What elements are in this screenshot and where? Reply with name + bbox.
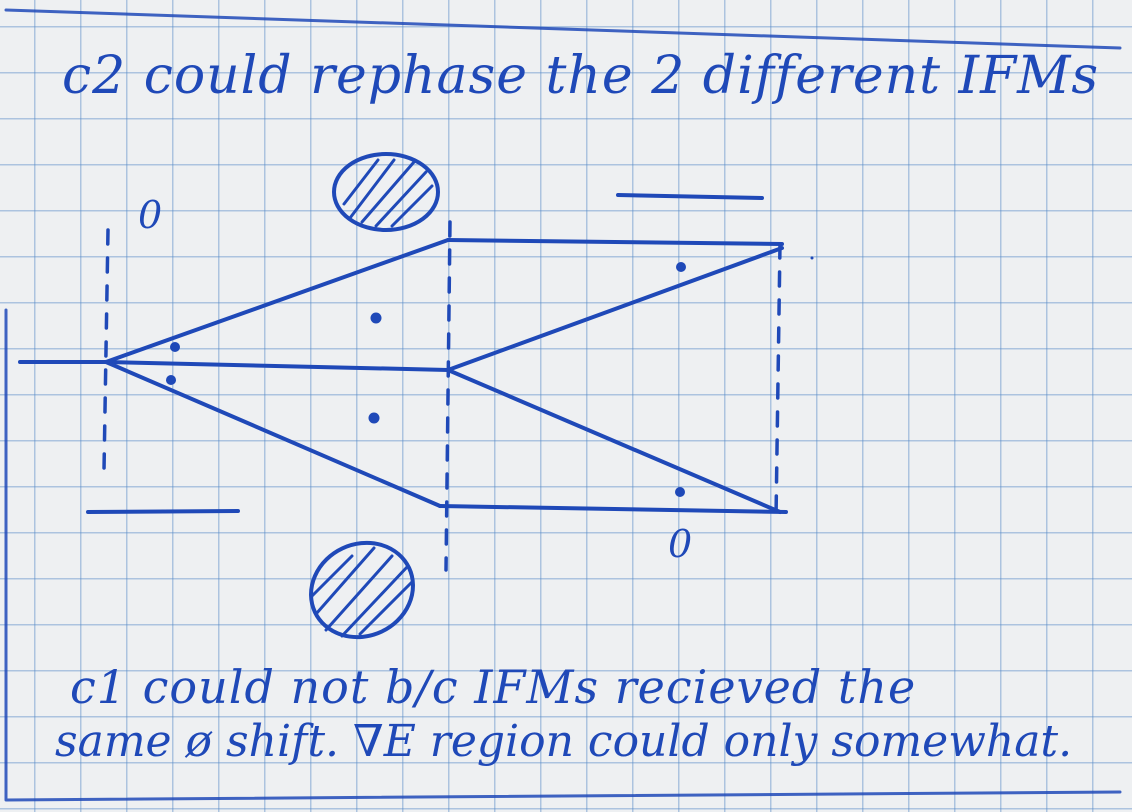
dot [676,262,686,272]
phase-label-top-left: 0 [138,193,162,237]
dot [170,342,180,352]
phase-label-bottom-right: 0 [668,522,692,566]
dot [675,487,685,497]
note-line-2: same ø shift. ∇E region could only somew… [55,716,1073,767]
hatched-blob-top [332,152,440,232]
beam-upper-arm [104,238,450,364]
hatched-blob-bottom [309,540,415,640]
beam-center-to-upper [446,246,784,372]
note-line-1: c1 could not b/c IFMs recieved the [70,660,917,714]
dot [810,256,814,260]
hatching-bottom [310,546,414,638]
top-right-bar [616,193,764,200]
dot [166,375,176,385]
beam-center-arm [104,360,450,372]
grating-line-2 [444,220,452,572]
phase-dots [166,256,814,497]
dot [370,312,382,324]
page-border [4,8,1122,802]
beam-upper-horizontal [446,238,784,246]
dot [368,412,380,424]
beam-center-to-lower [446,368,782,514]
bottom-left-bar [86,509,240,514]
grating-line-3 [774,242,782,520]
grating-line-1 [102,228,110,472]
hatching-top [342,158,434,228]
beam-lower-arm [104,360,442,508]
beam-lower-horizontal [438,504,788,514]
page-title: c2 could rephase the 2 different IFMs [62,46,1100,106]
